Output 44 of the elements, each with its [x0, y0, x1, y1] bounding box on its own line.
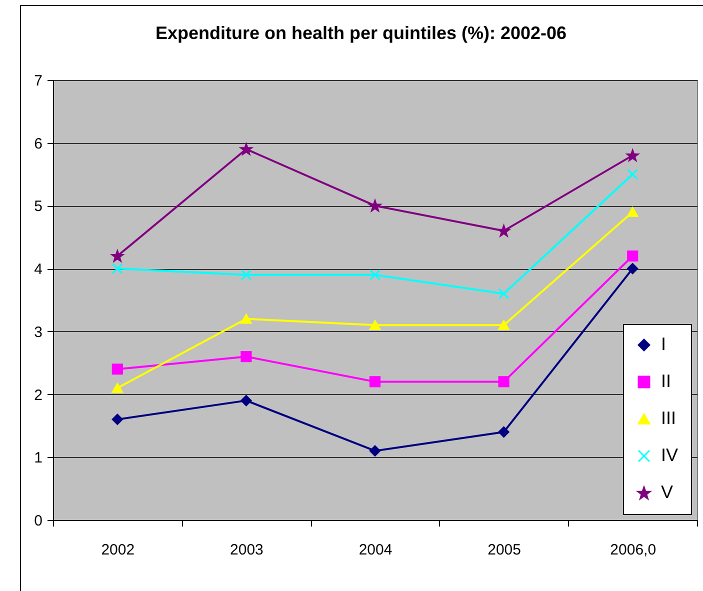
- point: [112, 364, 123, 375]
- chart-title: Expenditure on health per quintiles (%): 2002-06: [155, 23, 567, 43]
- point: [627, 168, 638, 180]
- y-tick-label: 1: [34, 450, 42, 467]
- legend-label: III: [661, 408, 676, 428]
- point: [240, 351, 252, 362]
- point: [240, 395, 252, 406]
- point: [369, 269, 381, 280]
- legend-label: IV: [661, 445, 678, 465]
- point: [498, 288, 510, 300]
- y-tick-label: 7: [34, 72, 42, 90]
- x-tick-label: 2003: [230, 542, 264, 558]
- point: [498, 225, 510, 237]
- point: [369, 320, 381, 330]
- point: [369, 445, 381, 456]
- y-tick-label: 3: [34, 324, 42, 341]
- point: [498, 320, 510, 330]
- y-tick-label: 2: [34, 386, 42, 404]
- legend-label: I: [661, 334, 666, 354]
- point: [240, 269, 252, 280]
- y-tick-label: 5: [34, 198, 42, 216]
- x-tick-label: 2006,0: [610, 542, 656, 558]
- point: [240, 143, 252, 155]
- point: [626, 150, 639, 162]
- point: [627, 263, 638, 274]
- point: [112, 263, 123, 274]
- point: [112, 383, 123, 393]
- point: [369, 200, 381, 212]
- point: [627, 207, 638, 217]
- point: [498, 426, 510, 438]
- point: [111, 250, 124, 262]
- legend-label: II: [661, 371, 672, 391]
- point: [369, 376, 381, 388]
- y-tick-label: 0: [34, 512, 42, 530]
- point: [498, 376, 510, 388]
- x-tick-label: 2004: [358, 542, 392, 558]
- point: [627, 250, 638, 262]
- y-tick-label: 4: [34, 261, 42, 278]
- legend-label: V: [661, 482, 674, 502]
- point: [112, 414, 123, 425]
- x-tick-label: 2002: [101, 542, 135, 558]
- y-tick-label: 6: [34, 135, 42, 152]
- x-tick-label: 2005: [488, 542, 521, 558]
- point: [240, 314, 252, 324]
